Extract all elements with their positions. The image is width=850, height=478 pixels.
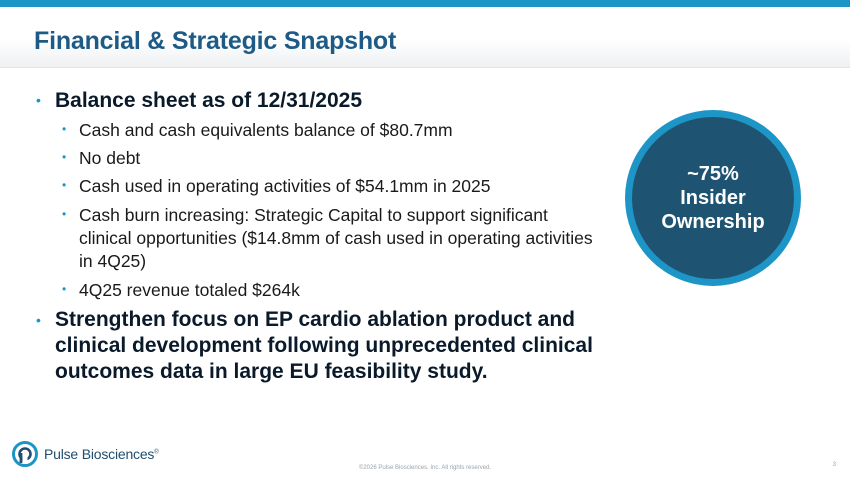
sub-bullet-cash-used: Cash used in operating activities of $54… — [79, 176, 491, 196]
bullet-dot: • — [36, 92, 41, 108]
bullet-dot: • — [62, 178, 67, 192]
page-number: 3 — [832, 462, 836, 468]
pulse-logo-icon — [12, 441, 38, 467]
top-accent-bar — [0, 0, 850, 7]
sub-bullet-cash-burn: Cash burn increasing: Strategic Capital … — [79, 205, 593, 271]
callout-inner-circle: ~75% Insider Ownership — [632, 117, 794, 279]
bullet-dot: • — [36, 312, 41, 328]
title-band — [0, 7, 850, 68]
sub-bullet-cash: Cash and cash equivalents balance of $80… — [79, 120, 453, 140]
slide-title: Financial & Strategic Snapshot — [34, 27, 397, 55]
bullet-dot: • — [62, 150, 67, 164]
sub-bullet-debt: No debt — [79, 148, 141, 168]
company-logo: Pulse Biosciences® — [12, 441, 159, 467]
copyright-footer: ©2026 Pulse Biosciences, Inc. All rights… — [358, 465, 492, 471]
callout-text: ~75% Insider Ownership — [661, 163, 765, 233]
insider-ownership-callout: ~75% Insider Ownership — [625, 110, 801, 286]
logo-wordmark: Pulse Biosciences® — [44, 446, 159, 462]
bullet-dot: • — [62, 282, 67, 296]
bullet-dot: • — [62, 207, 67, 221]
sub-bullet-revenue: 4Q25 revenue totaled $264k — [79, 280, 300, 300]
balance-sheet-heading: Balance sheet as of 12/31/2025 — [55, 89, 363, 112]
bullet-dot: • — [62, 122, 67, 136]
strategy-heading: Strengthen focus on EP cardio ablation p… — [55, 308, 593, 383]
